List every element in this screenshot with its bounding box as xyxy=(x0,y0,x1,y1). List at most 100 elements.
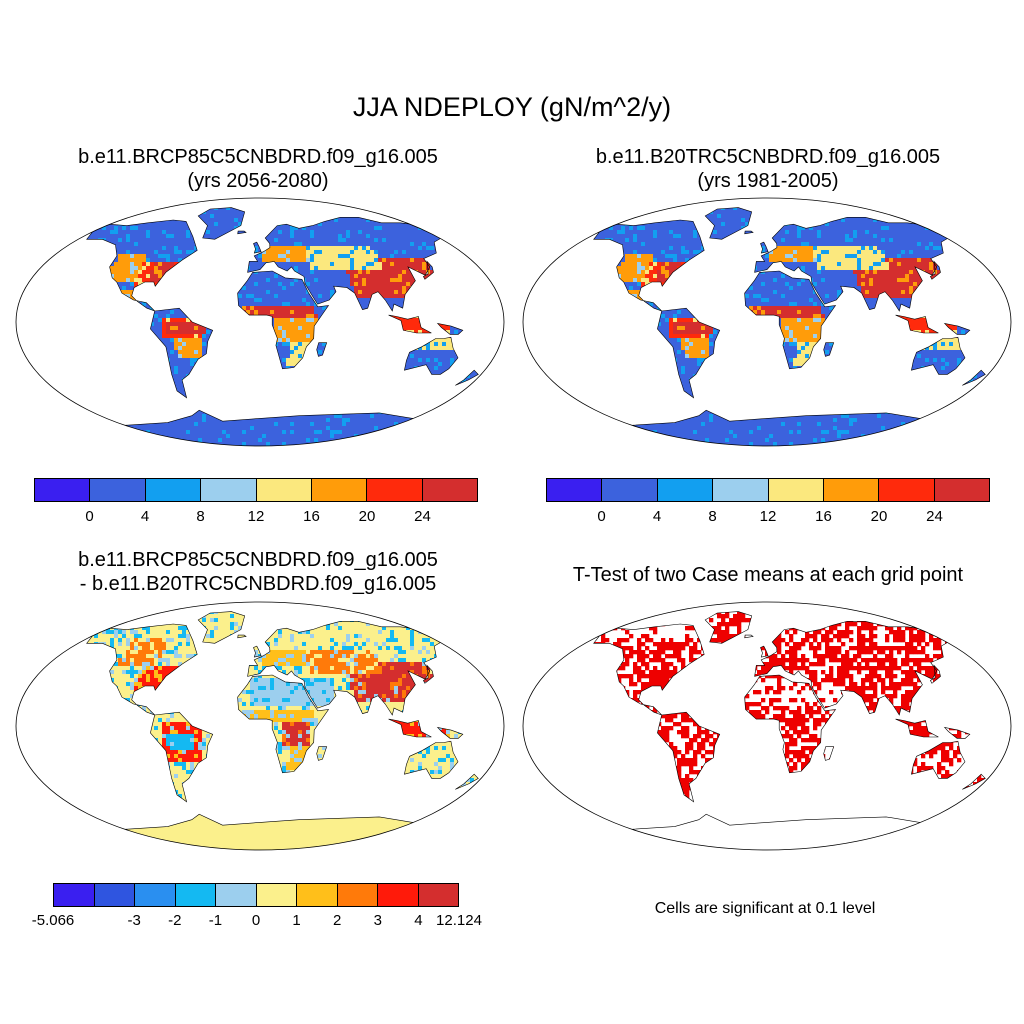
map-border xyxy=(522,197,1012,447)
colorbar-box xyxy=(135,884,176,906)
colorbar-tick-label: 20 xyxy=(871,508,888,525)
coastline-nz xyxy=(962,773,986,790)
colorbar-tick-label: 24 xyxy=(414,508,431,525)
coastline-eu xyxy=(754,621,952,716)
colorbar-box xyxy=(94,884,135,906)
colorbar-tick-label: 12 xyxy=(760,508,777,525)
colorbar-box xyxy=(713,479,769,501)
colorbar-box xyxy=(378,884,419,906)
map-top-right xyxy=(522,197,1012,447)
coastline-au xyxy=(911,740,966,779)
colorbar-tick-label: 8 xyxy=(196,508,204,525)
coastline-gr xyxy=(704,207,753,240)
coastline-eu xyxy=(754,217,952,312)
colorbar-box xyxy=(934,479,989,501)
coastline-id xyxy=(895,314,939,334)
colorbar-box xyxy=(256,479,312,501)
coastline-id xyxy=(388,718,432,738)
colorbar-tick-label: 1 xyxy=(292,912,300,929)
coastline-ice xyxy=(744,230,754,235)
coastline-au xyxy=(404,336,459,375)
colorbar-box xyxy=(256,884,297,906)
coastline-na xyxy=(86,623,198,716)
colorbar-tick-label: -1 xyxy=(209,912,222,929)
colorbar-tick-label: 0 xyxy=(85,508,93,525)
coastline-na xyxy=(86,219,198,312)
coastline-ng xyxy=(943,726,971,739)
map-border xyxy=(522,601,1012,851)
colorbar-tick-label: 4 xyxy=(414,912,422,929)
colorbar-tick-label: -2 xyxy=(168,912,181,929)
map-border xyxy=(15,197,505,447)
coastline-ice xyxy=(744,634,754,639)
coastline-na xyxy=(593,219,705,312)
colorbar-tick-label: 0 xyxy=(252,912,260,929)
panel-title-bottom-left: b.e11.BRCP85C5CNBDRD.f09_g16.005 - b.e11… xyxy=(28,548,488,596)
panel-title-bottom-right: T-Test of two Case means at each grid po… xyxy=(518,563,1018,587)
coastline-jp xyxy=(929,260,941,280)
colorbar-box xyxy=(216,884,257,906)
colorbar-box xyxy=(311,479,368,501)
coastline-sa xyxy=(150,307,214,399)
coastline-ice xyxy=(237,230,247,235)
colorbar-tick-label: -3 xyxy=(128,912,141,929)
coastline-uk xyxy=(760,241,769,254)
panel-title-top-left-line1: b.e11.BRCP85C5CNBDRD.f09_g16.005 xyxy=(28,145,488,169)
map-top-left xyxy=(15,197,505,447)
panel-title-top-right-line1: b.e11.B20TRC5CNBDRD.f09_g16.005 xyxy=(538,145,998,169)
coastline-jp xyxy=(422,260,434,280)
panel-title-bottom-left-line2: - b.e11.B20TRC5CNBDRD.f09_g16.005 xyxy=(28,572,488,596)
panel-title-top-left: b.e11.BRCP85C5CNBDRD.f09_g16.005 (yrs 20… xyxy=(28,145,488,193)
coastline-gr xyxy=(704,611,753,644)
panel-title-top-left-line2: (yrs 2056-2080) xyxy=(28,169,488,193)
colorbar-bottom-left xyxy=(53,883,459,907)
coastline-au xyxy=(404,740,459,779)
colorbar-box xyxy=(90,479,146,501)
significance-note: Cells are significant at 0.1 level xyxy=(600,900,930,918)
colorbar-tick-label: 12 xyxy=(248,508,265,525)
map-bottom-right xyxy=(522,601,1012,851)
coastline-id xyxy=(388,314,432,334)
colorbar-tick-label: 4 xyxy=(141,508,149,525)
coastline-ng xyxy=(943,322,971,335)
map-border xyxy=(15,601,505,851)
colorbar-box xyxy=(35,479,91,501)
colorbar-box xyxy=(201,479,257,501)
colorbar-box xyxy=(367,479,423,501)
coastline-mg xyxy=(316,746,328,761)
colorbar-box xyxy=(657,479,714,501)
coastline-gr xyxy=(197,611,246,644)
colorbar-tick-label: -5.066 xyxy=(32,912,75,929)
colorbar-box xyxy=(602,479,658,501)
coastline-sa xyxy=(657,711,721,803)
colorbar-tick-label: 24 xyxy=(926,508,943,525)
colorbar-tick-label: 12.124 xyxy=(436,912,482,929)
coastline-af xyxy=(237,674,330,774)
coastline-eu xyxy=(247,217,445,312)
coastline-au xyxy=(911,336,966,375)
coastline-nz xyxy=(455,773,479,790)
coastline-gr xyxy=(197,207,246,240)
land-fill xyxy=(86,207,479,446)
coastline-jp xyxy=(422,664,434,684)
coastline-af xyxy=(744,270,837,370)
coastline-na xyxy=(593,623,705,716)
coastline-id xyxy=(895,718,939,738)
coastline-eu xyxy=(247,621,445,716)
coastline-sa xyxy=(657,307,721,399)
coastline-mg xyxy=(823,342,835,357)
coastline-uk xyxy=(253,645,262,658)
colorbar-box xyxy=(879,479,935,501)
coastline-jp xyxy=(929,664,941,684)
coastline-uk xyxy=(253,241,262,254)
colorbar-tick-label: 4 xyxy=(653,508,661,525)
coastline-mg xyxy=(316,342,328,357)
colorbar-tick-label: 20 xyxy=(359,508,376,525)
colorbar-tick-label: 16 xyxy=(303,508,320,525)
land-fill xyxy=(86,611,479,850)
colorbar-box xyxy=(823,479,880,501)
map-bottom-left xyxy=(15,601,505,851)
coastline-nz xyxy=(455,369,479,386)
panel-title-bottom-left-line1: b.e11.BRCP85C5CNBDRD.f09_g16.005 xyxy=(28,548,488,572)
land-fill xyxy=(593,207,986,446)
